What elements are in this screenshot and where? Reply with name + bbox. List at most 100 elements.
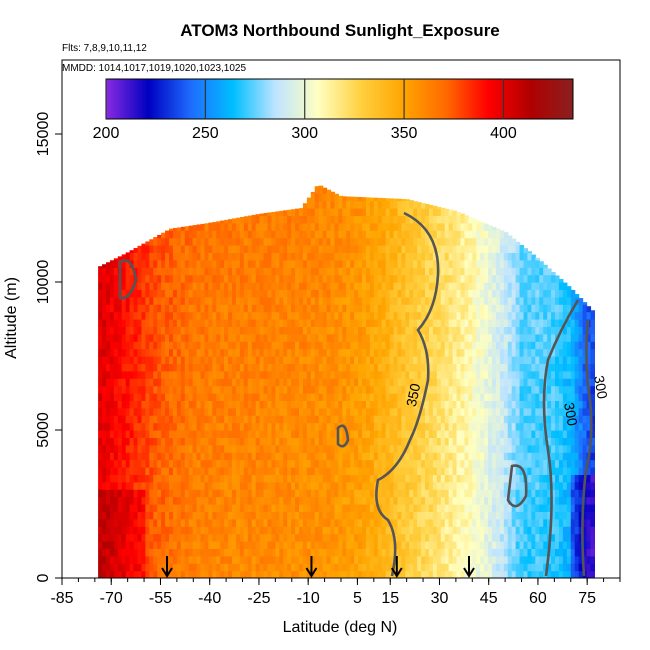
heatmap-cell [145, 467, 150, 475]
heatmap-cell [468, 319, 473, 327]
heatmap-cell [358, 333, 363, 342]
heatmap-cell [385, 208, 391, 216]
heatmap-cell [263, 496, 269, 505]
heatmap-cell [98, 274, 103, 283]
heatmap-cell [377, 319, 383, 327]
heatmap-cell [200, 319, 206, 327]
heatmap-cell [109, 504, 115, 512]
heatmap-cell [298, 444, 304, 453]
heatmap-cell [488, 319, 493, 327]
heatmap-cell [180, 452, 186, 461]
heatmap-cell [456, 563, 462, 572]
heatmap-cell [255, 304, 261, 313]
heatmap-cell [334, 481, 339, 490]
heatmap-cell [318, 333, 324, 342]
heatmap-cell [113, 415, 119, 424]
heatmap-cell [125, 407, 131, 416]
heatmap-cell [302, 341, 308, 350]
heatmap-cell [444, 474, 450, 483]
heatmap-cell [369, 378, 375, 387]
heatmap-cell [141, 518, 146, 527]
heatmap-cell [275, 555, 280, 564]
heatmap-cell [334, 237, 339, 246]
heatmap-cell [338, 444, 343, 453]
heatmap-cell [488, 504, 493, 512]
heatmap-cell [432, 341, 438, 350]
heatmap-cell [409, 459, 414, 468]
heatmap-cell [468, 222, 473, 231]
heatmap-cell [448, 378, 454, 387]
heatmap-cell [428, 333, 434, 342]
heatmap-cell [362, 444, 367, 453]
heatmap-cell [484, 541, 489, 549]
heatmap-cell [145, 452, 150, 461]
heatmap-cell [393, 356, 399, 364]
heatmap-cell [204, 570, 209, 578]
heatmap-cell [302, 370, 308, 379]
heatmap-cell [421, 474, 426, 483]
heatmap-cell [113, 533, 119, 542]
heatmap-cell [456, 259, 462, 268]
heatmap-cell [149, 252, 154, 261]
heatmap-cell [456, 474, 462, 483]
heatmap-cell [271, 363, 276, 372]
heatmap-cell [105, 407, 111, 416]
heatmap-cell [184, 511, 190, 520]
heatmap-cell [239, 548, 245, 557]
heatmap-cell [247, 548, 253, 557]
heatmap-cell [212, 319, 217, 327]
heatmap-cell [409, 489, 414, 498]
heatmap-cell [472, 289, 477, 298]
heatmap-cell [346, 363, 351, 372]
heatmap-cell [330, 222, 336, 231]
heatmap-cell [251, 378, 257, 387]
heatmap-cell [180, 304, 186, 313]
heatmap-cell [137, 245, 143, 253]
heatmap-cell [149, 282, 154, 290]
heatmap-cell [212, 563, 217, 572]
heatmap-cell [480, 570, 485, 578]
heatmap-cell [172, 526, 178, 535]
heatmap-cell [105, 548, 111, 557]
heatmap-cell [295, 407, 300, 416]
heatmap-cell [444, 208, 450, 216]
heatmap-cell [117, 356, 123, 364]
heatmap-cell [212, 333, 217, 342]
heatmap-cell [129, 333, 135, 342]
heatmap-cell [310, 348, 316, 357]
heatmap-cell [334, 511, 339, 520]
heatmap-cell [153, 437, 158, 446]
heatmap-cell [436, 237, 442, 246]
heatmap-cell [334, 348, 339, 357]
heatmap-cell [113, 356, 119, 364]
heatmap-cell [259, 237, 265, 246]
heatmap-cell [275, 570, 280, 578]
heatmap-cell [381, 348, 387, 357]
heatmap-cell [310, 370, 316, 379]
heatmap-cell [318, 296, 324, 305]
heatmap-cell [255, 259, 261, 268]
heatmap-cell [137, 548, 143, 557]
heatmap-cell [291, 496, 296, 505]
heatmap-cell [472, 548, 477, 557]
heatmap-cell [113, 370, 119, 379]
heatmap-cell [153, 489, 158, 498]
heatmap-cell [129, 289, 135, 298]
heatmap-cell [157, 234, 162, 239]
heatmap-cell [153, 393, 158, 401]
heatmap-cell [389, 348, 395, 357]
heatmap-cell [291, 222, 296, 231]
heatmap-cell [259, 363, 265, 372]
heatmap-cell [488, 341, 493, 350]
heatmap-cell [334, 570, 339, 578]
heatmap-cell [298, 504, 304, 512]
heatmap-cell [157, 370, 162, 379]
heatmap-cell [413, 533, 418, 542]
heatmap-cell [145, 489, 150, 498]
heatmap-cell [267, 222, 273, 231]
heatmap-cell [436, 222, 442, 231]
heatmap-cell [180, 230, 186, 239]
heatmap-cell [385, 422, 391, 431]
heatmap-cell [346, 563, 351, 572]
heatmap-cell [157, 496, 162, 505]
